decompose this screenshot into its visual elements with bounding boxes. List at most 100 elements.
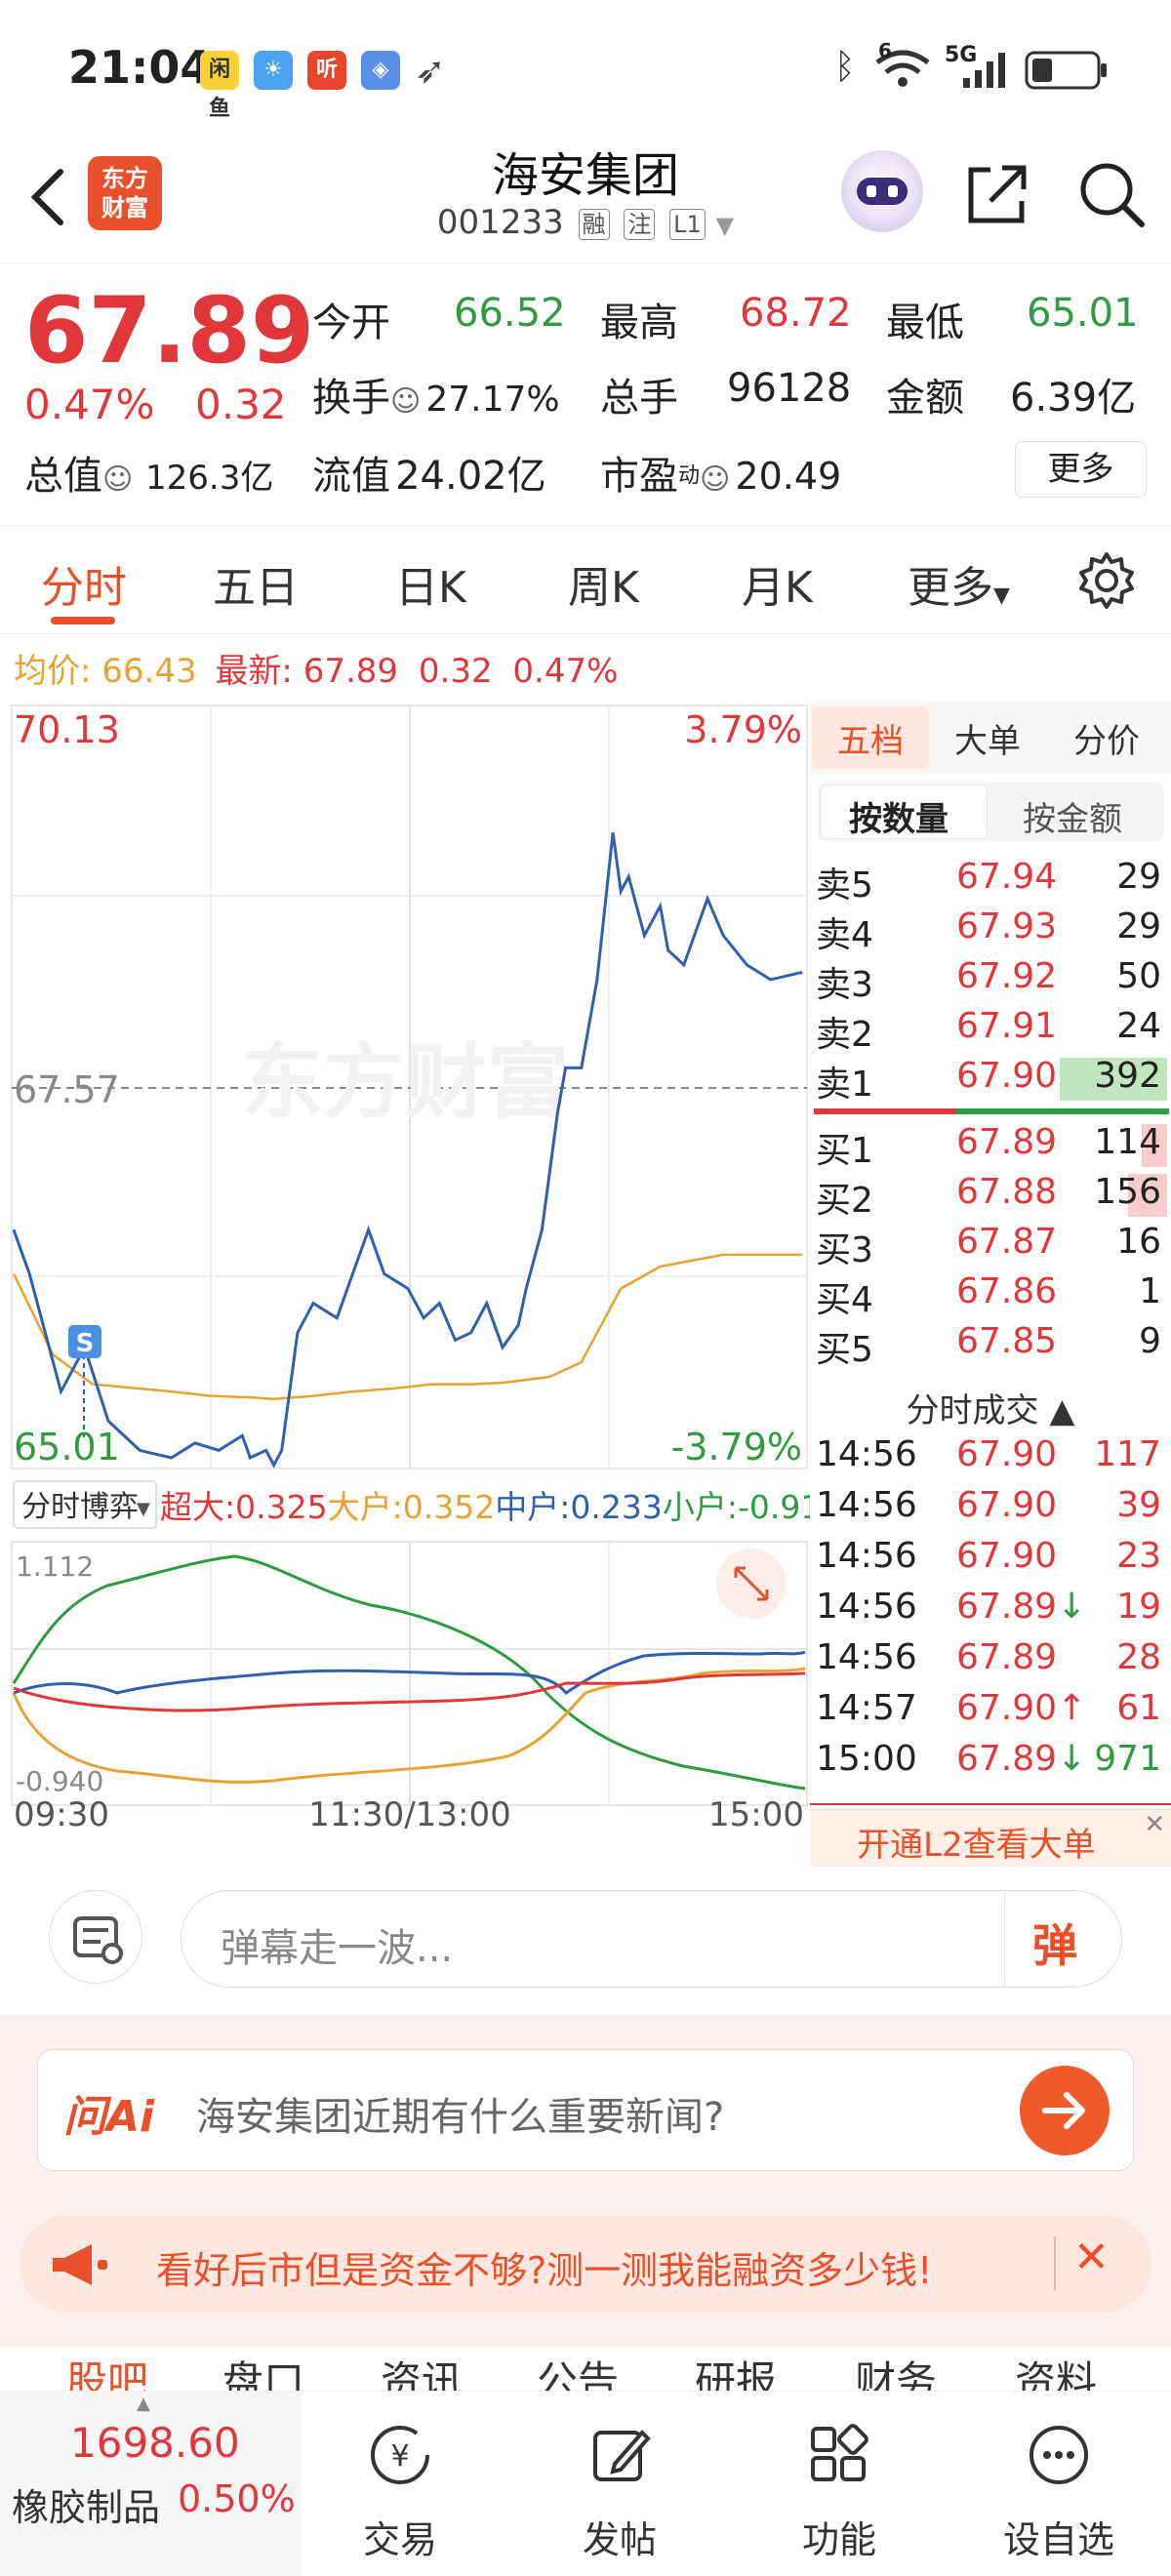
index-ticker[interactable]: ▲ 1698.60 橡胶制品 0.50% [0, 2392, 303, 2576]
intraday-chart[interactable]: 东方财富 S 70.13 3.79% 67.57 65.01 -3.79% 分时… [0, 701, 810, 1676]
close-icon[interactable]: ✕ [1144, 1810, 1165, 1839]
row-label: 卖3 [816, 965, 873, 1005]
nav-post[interactable]: 发帖 [532, 2421, 707, 2563]
trade-time: 14:57 [816, 1688, 917, 1728]
trade-volume: 971 [1094, 1739, 1161, 1779]
trades-title[interactable]: 分时成交 ▲ [906, 1391, 1075, 1430]
bid-row[interactable]: 买3 67.87 16 [810, 1222, 1171, 1270]
tab-monthly-k[interactable]: 月K [742, 563, 813, 613]
ai-robot-avatar[interactable] [841, 150, 923, 232]
row-volume: 16 [1116, 1222, 1161, 1262]
close-icon[interactable]: ✕ [1073, 2233, 1110, 2282]
settings-gear-icon[interactable] [1076, 550, 1137, 611]
latest-change: 0.32 [418, 652, 493, 691]
back-arrow-icon[interactable] [20, 158, 78, 236]
row-volume: 114 [1094, 1122, 1161, 1162]
bluetooth-icon: ᛒ [834, 47, 856, 87]
caret-down-icon: ▼ [993, 584, 1010, 608]
info-icon[interactable]: ☺ [102, 463, 134, 497]
trade-row: 14:56 67.90 39 [810, 1485, 1171, 1534]
divider [810, 1803, 1171, 1805]
bid-row[interactable]: 买4 67.86 1 [810, 1271, 1171, 1320]
share-icon[interactable] [961, 156, 1035, 230]
row-price: 67.91 [956, 1006, 1058, 1046]
ask-ai-section: 问Ai 海安集团近期有什么重要新闻? 看好后市但是资金不够?测一测我能融资多少钱… [0, 2015, 1171, 2395]
bid-row[interactable]: 买2 67.88 156 [810, 1172, 1171, 1221]
ask-row[interactable]: 卖5 67.94 29 [810, 857, 1171, 906]
arrow-down-icon: ↓ [1057, 1587, 1087, 1627]
tab-five-levels[interactable]: 五档 [837, 722, 904, 761]
sub-selector[interactable] [13, 1480, 157, 1529]
tab-intraday[interactable]: 分时 [41, 563, 127, 613]
stock-name: 海安集团 [491, 148, 679, 203]
tab-five-day[interactable]: 五日 [213, 563, 299, 613]
info-icon[interactable]: ☺ [700, 463, 731, 497]
ask-ai-send-button[interactable] [1020, 2066, 1110, 2155]
subtab-pankou[interactable]: 盘口 [222, 2357, 305, 2395]
promo-banner[interactable]: 看好后市但是资金不够?测一测我能融资多少钱! ✕ [20, 2215, 1151, 2313]
y-bottom-label: 65.01 [14, 1426, 120, 1469]
subtab-announcements[interactable]: 公告 [537, 2357, 620, 2395]
turnover-value: 27.17% [425, 380, 560, 420]
level1-tag: L1 [669, 208, 706, 240]
subtab-finance[interactable]: 财务 [855, 2357, 938, 2395]
toggle-by-amount[interactable]: 按金额 [1023, 800, 1122, 839]
more-button[interactable]: 更多 [1015, 441, 1147, 498]
barrage-send-button[interactable]: 弹 [1004, 1891, 1121, 1987]
nav-trade[interactable]: ¥ 交易 [312, 2421, 488, 2563]
weather-app-icon: ☀ [254, 51, 293, 90]
signal-marker[interactable] [68, 1325, 101, 1358]
tab-daily-k[interactable]: 日K [395, 563, 466, 613]
float-cap-label: 流值 [312, 454, 390, 499]
nav-functions[interactable]: 功能 [751, 2421, 927, 2563]
latest-label: 最新: [215, 652, 293, 691]
bid-row[interactable]: 买5 67.85 9 [810, 1321, 1171, 1370]
row-volume: 156 [1094, 1172, 1161, 1212]
tab-price-distribution[interactable]: 分价 [1073, 722, 1140, 761]
signal-icon [963, 53, 1005, 88]
row-price: 67.85 [956, 1321, 1058, 1361]
capital-flow-subchart[interactable]: 1.112 -0.940 09:30 11:30/13:00 15:00 [0, 1537, 810, 1830]
index-pct: 0.50% [178, 2477, 296, 2520]
search-icon[interactable] [1073, 156, 1148, 230]
row-price: 67.87 [956, 1222, 1058, 1262]
ask-ai-box[interactable]: 问Ai 海安集团近期有什么重要新闻? [37, 2049, 1134, 2171]
row-price: 67.92 [956, 956, 1058, 996]
subtab-guba[interactable]: 股吧 [66, 2357, 149, 2395]
stock-code: 001233 [436, 203, 564, 242]
row-label: 买1 [816, 1131, 873, 1171]
pe-superscript: 动 [678, 463, 701, 489]
tab-active-indicator [51, 617, 115, 624]
barrage-settings-button[interactable] [49, 1890, 142, 1984]
row-volume: 29 [1116, 906, 1161, 946]
barrage-placeholder: 弹幕走一波... [221, 1926, 454, 1971]
volume-bar [1060, 1058, 1167, 1101]
price-line [12, 831, 803, 1469]
tab-more[interactable]: 更多▼ [908, 552, 1010, 615]
bid-row[interactable]: 买1 67.89 114 [810, 1122, 1171, 1171]
stock-code-row[interactable]: 001233 融 注 L1 ▼ [0, 203, 1171, 242]
ask-row[interactable]: 卖4 67.93 29 [810, 906, 1171, 955]
ask-row[interactable]: 卖1 67.90 392 [810, 1056, 1171, 1105]
subtab-news[interactable]: 资讯 [381, 2357, 464, 2395]
sub-selector-caret-icon: ▼ [137, 1499, 150, 1519]
l2-banner[interactable]: 开通L2查看大单 ✕ [810, 1808, 1171, 1867]
toggle-by-quantity[interactable]: 按数量 [849, 800, 949, 839]
trade-price: 67.89↓ [956, 1587, 1087, 1627]
legend-super-label: 超大: [160, 1488, 235, 1526]
nav-add-watchlist[interactable]: 设自选 [971, 2421, 1147, 2563]
subtab-profile[interactable]: 资料 [1015, 2357, 1098, 2395]
nav-trade-label: 交易 [362, 2518, 437, 2561]
subtab-research[interactable]: 研报 [695, 2357, 778, 2395]
ask-row[interactable]: 卖3 67.92 50 [810, 956, 1171, 1005]
tab-weekly-k[interactable]: 周K [568, 563, 639, 613]
barrage-input[interactable]: 弹幕走一波... 弹 [181, 1890, 1122, 1988]
l2-banner-text: 开通L2查看大单 [857, 1826, 1096, 1865]
index-value: 1698.60 [70, 2419, 240, 2467]
large-holder-line [12, 1667, 806, 1784]
info-icon[interactable]: ☺ [390, 384, 422, 419]
legend-large-value: 0.352 [403, 1488, 495, 1526]
ask-row[interactable]: 卖2 67.91 24 [810, 1006, 1171, 1055]
status-time: 21:04 [68, 41, 212, 94]
tab-big-orders[interactable]: 大单 [954, 722, 1021, 761]
